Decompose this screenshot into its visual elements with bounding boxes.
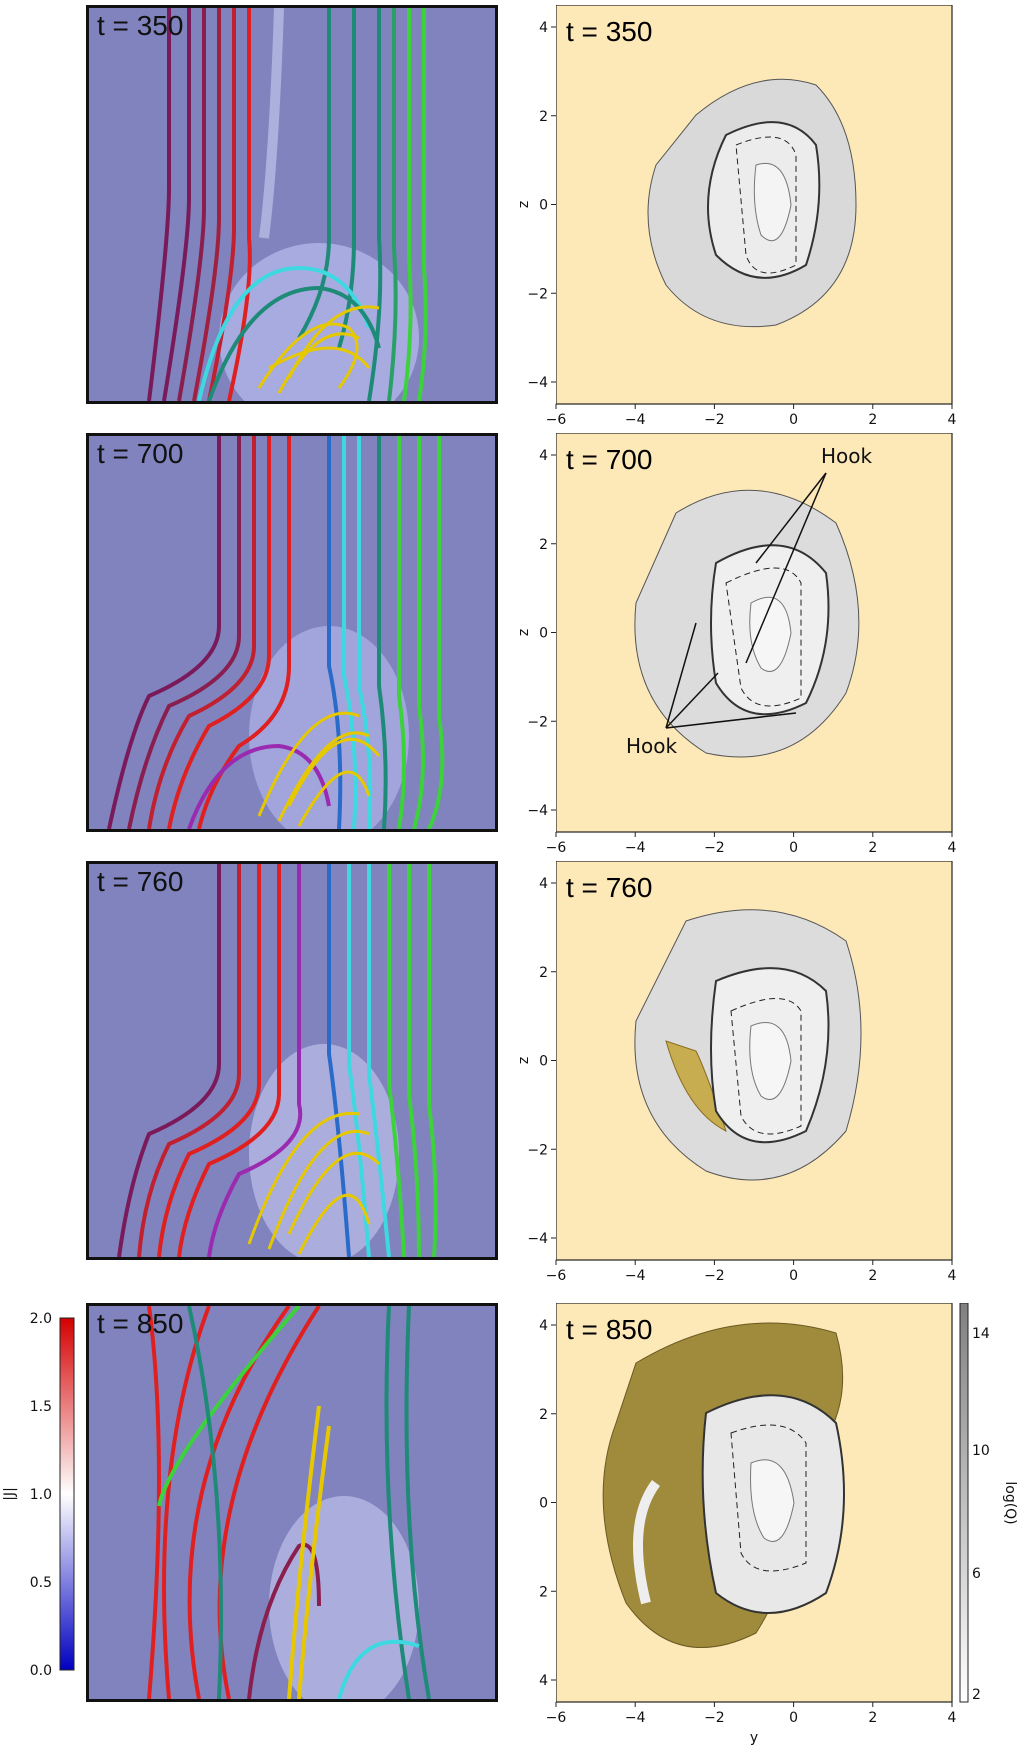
z-axis-label: z: [516, 201, 532, 208]
simulation-panel-1: t = 350: [86, 5, 498, 404]
x-tick-label: 4: [948, 1710, 957, 1726]
z-tick-label: 2: [539, 1584, 548, 1600]
field-line-render: [89, 436, 495, 829]
q-map-axes: −6 −4 −2 0 2 4 4 2 0 −2 −4 z: [516, 448, 957, 856]
j-colorbar-label: |J|: [2, 1487, 18, 1501]
time-label: t = 700: [97, 438, 184, 469]
z-tick-label: 0: [539, 1054, 548, 1070]
x-tick-label: −2: [704, 840, 725, 856]
x-tick-label: 4: [948, 1268, 957, 1284]
x-tick-label: 2: [868, 840, 877, 856]
x-tick-label: −6: [546, 1710, 567, 1726]
x-tick-label: 0: [789, 412, 798, 428]
x-tick-label: 0: [789, 840, 798, 856]
z-tick-label: −2: [527, 714, 548, 730]
z-tick-label: −4: [527, 375, 548, 391]
q-tick: 14: [972, 1326, 990, 1342]
z-tick-label: 4: [539, 448, 548, 464]
q-map-panel-1: t = 350: [556, 5, 956, 405]
field-line-render: [89, 8, 495, 401]
x-tick-label: −4: [625, 412, 646, 428]
x-tick-label: 0: [789, 1710, 798, 1726]
hook-annotation: Hook: [626, 734, 678, 758]
x-tick-label: 2: [868, 1710, 877, 1726]
q-tick: 10: [972, 1443, 990, 1459]
x-tick-label: −4: [625, 840, 646, 856]
q-colorbar-label: log(Q): [1002, 1481, 1018, 1524]
field-line-render: [89, 1306, 495, 1699]
q-map-axes: −6 −4 −2 0 2 4 4 2 0 −2 −4 z: [516, 876, 957, 1284]
j-tick: 1.5: [30, 1399, 52, 1415]
z-tick-label: −2: [527, 286, 548, 302]
time-label: t = 760: [566, 872, 652, 903]
j-tick: 0.5: [30, 1575, 52, 1591]
j-tick: 0.0: [30, 1663, 52, 1679]
z-tick-label: 2: [539, 109, 548, 125]
z-tick-label: 0: [539, 626, 548, 642]
z-tick-label: 0: [539, 198, 548, 214]
time-label: t = 850: [97, 1308, 184, 1339]
x-tick-label: −6: [546, 1268, 567, 1284]
simulation-panel-3: t = 760: [86, 861, 498, 1260]
z-tick-label: 2: [539, 1407, 548, 1423]
q-map-panel-2: t = 700 Hook Hook: [556, 433, 956, 833]
y-axis-label: y: [750, 1730, 758, 1746]
x-tick-label: −2: [704, 1710, 725, 1726]
simulation-panel-4: t = 850: [86, 1303, 498, 1702]
q-map-panel-3: t = 760: [556, 861, 956, 1261]
x-tick-label: −2: [704, 412, 725, 428]
q-map-panel-4: t = 850: [556, 1303, 956, 1703]
z-tick-label: 2: [539, 537, 548, 553]
current-colorbar: 2.0 1.5 1.0 0.5 0.0 |J|: [0, 1300, 86, 1700]
x-tick-label: 4: [948, 840, 957, 856]
z-tick-label: 4: [539, 876, 548, 892]
x-tick-label: 2: [868, 412, 877, 428]
j-tick: 2.0: [30, 1311, 52, 1327]
z-tick-label: 0: [539, 1496, 548, 1512]
q-tick: 6: [972, 1566, 981, 1582]
z-tick-label: 2: [539, 965, 548, 981]
z-tick-label: −4: [527, 803, 548, 819]
time-label: t = 700: [566, 444, 652, 475]
x-tick-label: −6: [546, 412, 567, 428]
z-axis-label: z: [516, 1057, 532, 1064]
x-tick-label: −4: [625, 1268, 646, 1284]
time-label: t = 850: [566, 1314, 652, 1345]
field-line-render: [89, 864, 495, 1257]
hook-annotation: Hook: [821, 444, 873, 468]
j-tick: 1.0: [30, 1487, 52, 1503]
z-tick-label: −4: [527, 1231, 548, 1247]
z-tick-label: −2: [527, 1142, 548, 1158]
z-tick-label: 4: [539, 20, 548, 36]
q-tick: 2: [972, 1687, 981, 1703]
logq-colorbar: 14 10 6 2 log(Q): [958, 1302, 1020, 1708]
x-tick-label: −4: [625, 1710, 646, 1726]
z-tick-label: 4: [539, 1318, 548, 1334]
q-map-axes: −6 −4 −2 0 2 4 4 2 0 −2 −4 z: [516, 20, 957, 428]
x-tick-label: 4: [948, 412, 957, 428]
time-label: t = 760: [97, 866, 184, 897]
z-tick-label: 4: [539, 1673, 548, 1689]
x-tick-label: 2: [868, 1268, 877, 1284]
time-label: t = 350: [97, 10, 184, 41]
q-map-axes: −6 −4 −2 0 2 4 4 2 0 2 4 y: [539, 1318, 957, 1746]
simulation-panel-2: t = 700: [86, 433, 498, 832]
x-tick-label: −2: [704, 1268, 725, 1284]
x-tick-label: −6: [546, 840, 567, 856]
time-label: t = 350: [566, 16, 652, 47]
x-tick-label: 0: [789, 1268, 798, 1284]
z-axis-label: z: [516, 629, 532, 636]
